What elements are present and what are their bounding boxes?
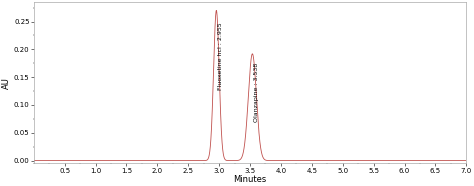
Text: Olanzapine : 3.538: Olanzapine : 3.538 <box>254 62 259 122</box>
Y-axis label: AU: AU <box>2 77 11 89</box>
Text: Fluoxetine hcl : 2.955: Fluoxetine hcl : 2.955 <box>218 23 223 90</box>
X-axis label: Minutes: Minutes <box>233 175 267 184</box>
